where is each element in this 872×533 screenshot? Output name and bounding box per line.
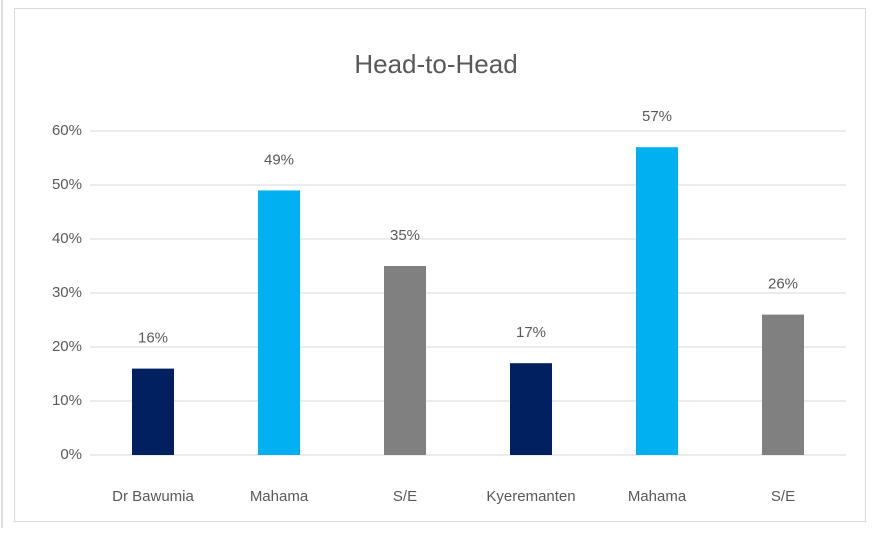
bar bbox=[636, 147, 678, 455]
data-label: 17% bbox=[516, 324, 546, 341]
y-tick-label: 0% bbox=[60, 446, 82, 463]
x-tick-label: Mahama bbox=[628, 488, 687, 505]
y-tick-label: 50% bbox=[52, 176, 82, 193]
data-label: 16% bbox=[138, 330, 168, 347]
bar bbox=[762, 314, 804, 455]
bar bbox=[132, 368, 174, 455]
bar bbox=[510, 363, 552, 455]
y-tick-label: 40% bbox=[52, 230, 82, 247]
y-tick-label: 20% bbox=[52, 338, 82, 355]
chart-title: Head-to-Head bbox=[354, 49, 517, 79]
x-tick-label: S/E bbox=[771, 488, 795, 505]
data-label: 49% bbox=[264, 151, 294, 168]
x-tick-label: Kyeremanten bbox=[486, 488, 575, 505]
x-tick-label: Mahama bbox=[250, 488, 309, 505]
data-label: 57% bbox=[642, 108, 672, 125]
bar bbox=[258, 190, 300, 455]
bar bbox=[384, 266, 426, 455]
data-label: 35% bbox=[390, 227, 420, 244]
y-tick-label: 10% bbox=[52, 392, 82, 409]
y-tick-label: 60% bbox=[52, 122, 82, 139]
x-tick-label: S/E bbox=[393, 488, 417, 505]
x-tick-label: Dr Bawumia bbox=[112, 488, 194, 505]
chart-border bbox=[14, 8, 866, 522]
data-label: 26% bbox=[768, 276, 798, 293]
y-tick-label: 30% bbox=[52, 284, 82, 301]
